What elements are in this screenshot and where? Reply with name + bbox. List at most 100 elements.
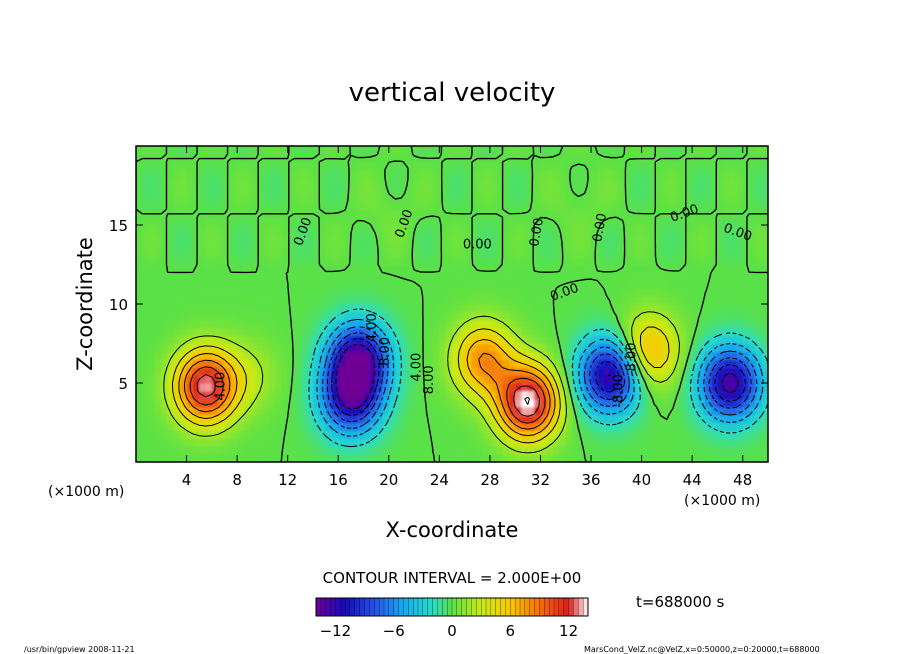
heatmap-cell — [647, 430, 655, 439]
heatmap-cell — [249, 177, 257, 187]
heatmap-cell — [161, 367, 169, 376]
heatmap-cell — [256, 256, 263, 266]
heatmap-cell — [521, 256, 529, 266]
heatmap-cell — [331, 390, 339, 400]
heatmap-cell — [527, 169, 535, 179]
heatmap-cell — [698, 327, 706, 337]
heatmap-cell — [647, 193, 655, 202]
heatmap-cell — [565, 351, 573, 360]
heatmap-cell — [205, 430, 213, 439]
heatmap-cell — [426, 185, 434, 194]
heatmap-cell — [736, 454, 744, 462]
heatmap-cell — [717, 146, 725, 155]
heatmap-cell — [154, 232, 162, 242]
x-tick-label: 28 — [480, 471, 499, 489]
heatmap-cell — [458, 161, 466, 171]
heatmap-cell — [287, 367, 295, 376]
heatmap-cell — [433, 296, 440, 305]
heatmap-cell — [654, 256, 662, 266]
heatmap-cell — [331, 343, 339, 352]
heatmap-cell — [388, 272, 396, 281]
heatmap-cell — [742, 304, 750, 313]
heatmap-cell — [142, 351, 150, 360]
heatmap-cell — [445, 288, 453, 297]
heatmap-cell — [192, 177, 200, 187]
heatmap-cell — [218, 264, 226, 273]
heatmap-cell — [350, 406, 358, 416]
heatmap-cell — [224, 454, 232, 462]
heatmap-cell — [755, 327, 763, 337]
heatmap-cell — [647, 177, 655, 187]
heatmap-cell — [464, 430, 472, 439]
heatmap-cell — [704, 225, 712, 234]
heatmap-cell — [224, 406, 232, 416]
heatmap-cell — [534, 272, 542, 281]
heatmap-cell — [319, 185, 327, 194]
heatmap-cell — [249, 248, 257, 258]
heatmap-cell — [136, 240, 143, 250]
heatmap-cell — [199, 359, 207, 368]
heatmap-cell — [262, 296, 270, 305]
heatmap-cell — [464, 304, 472, 313]
heatmap-cell — [439, 430, 447, 439]
heatmap-cell — [407, 177, 415, 187]
heatmap-cell — [591, 248, 598, 258]
heatmap-cell — [711, 422, 719, 431]
heatmap-cell — [243, 288, 251, 297]
heatmap-cell — [319, 319, 327, 329]
heatmap-cell — [192, 193, 200, 202]
heatmap-cell — [230, 232, 238, 242]
heatmap-cell — [205, 256, 213, 266]
heatmap-cell — [591, 146, 598, 155]
heatmap-cell — [420, 146, 428, 155]
heatmap-cell — [723, 422, 731, 431]
heatmap-cell — [426, 454, 434, 462]
heatmap-cell — [452, 375, 459, 384]
heatmap-cell — [635, 335, 643, 345]
heatmap-cell — [723, 280, 731, 289]
heatmap-cell — [616, 296, 624, 305]
heatmap-cell — [439, 454, 447, 462]
heatmap-cell — [470, 272, 478, 281]
heatmap-cell — [376, 375, 384, 384]
colorbar-swatch — [374, 597, 380, 617]
heatmap-cell — [603, 264, 611, 273]
heatmap-cell — [692, 161, 700, 171]
heatmap-cell — [294, 232, 301, 242]
heatmap-cell — [660, 232, 668, 242]
heatmap-cell — [502, 390, 510, 400]
heatmap-cell — [723, 430, 731, 439]
heatmap-cell — [641, 288, 649, 297]
heatmap-cell — [211, 264, 219, 273]
heatmap-cell — [243, 422, 251, 431]
heatmap-cell — [192, 327, 200, 337]
heatmap-cell — [502, 264, 510, 273]
heatmap-cell — [647, 398, 655, 408]
heatmap-cell — [565, 406, 573, 416]
heatmap-cell — [445, 414, 453, 424]
heatmap-cell — [154, 177, 162, 187]
heatmap-cell — [578, 446, 586, 455]
heatmap-cell — [578, 311, 586, 321]
heatmap-cell — [243, 201, 251, 210]
heatmap-cell — [294, 375, 301, 384]
heatmap-cell — [540, 193, 548, 202]
heatmap-cell — [142, 375, 150, 384]
heatmap-cell — [679, 327, 687, 337]
heatmap-cell — [692, 406, 700, 416]
heatmap-cell — [338, 438, 346, 447]
heatmap-cell — [369, 296, 377, 305]
heatmap-cell — [521, 296, 529, 305]
heatmap-cell — [199, 193, 207, 202]
heatmap-cell — [723, 201, 731, 210]
heatmap-cell — [331, 146, 339, 155]
heatmap-cell — [294, 446, 301, 455]
heatmap-cell — [319, 367, 327, 376]
heatmap-cell — [755, 248, 763, 258]
heatmap-cell — [458, 288, 466, 297]
heatmap-cell — [565, 288, 573, 297]
heatmap-cell — [584, 335, 592, 345]
heatmap-cell — [502, 319, 510, 329]
heatmap-cell — [477, 161, 485, 171]
heatmap-cell — [616, 153, 624, 163]
